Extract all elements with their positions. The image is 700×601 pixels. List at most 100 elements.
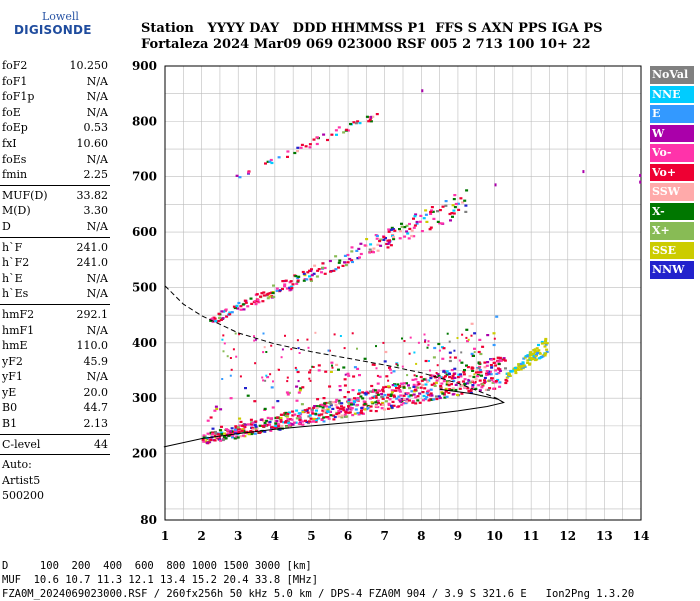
- echo-point: [228, 311, 232, 314]
- echo-point: [268, 292, 272, 295]
- echo-point: [362, 400, 366, 403]
- echo-point: [532, 354, 536, 357]
- echo-point: [290, 423, 294, 426]
- echo-point: [295, 282, 299, 285]
- echo-point: [229, 397, 233, 400]
- param-label: hmE: [2, 339, 28, 353]
- echo-point: [457, 373, 461, 376]
- param-row: hmF2 292.1: [0, 307, 110, 323]
- echo-point: [235, 435, 239, 438]
- echo-point: [435, 397, 439, 401]
- echo-point: [505, 376, 509, 379]
- echo-point: [261, 376, 264, 379]
- echo-point: [381, 390, 385, 393]
- echo-point: [463, 383, 467, 386]
- echo-point: [221, 438, 225, 442]
- echo-point: [335, 398, 339, 401]
- echo-point: [360, 412, 364, 415]
- echo-point: [236, 426, 240, 429]
- x-tick-label: 11: [523, 529, 540, 543]
- param-label: foF2: [2, 59, 28, 72]
- echo-point: [284, 411, 288, 415]
- echo-point: [434, 395, 438, 398]
- echo-point: [417, 341, 420, 344]
- echo-point: [308, 414, 312, 417]
- echo-point: [233, 437, 237, 440]
- echo-point: [315, 405, 319, 408]
- param-value: N/A: [86, 370, 108, 384]
- echo-point: [219, 439, 223, 442]
- echo-point: [300, 403, 304, 406]
- echo-point: [247, 171, 250, 174]
- param-label: h`E: [2, 271, 23, 285]
- echo-point: [468, 381, 472, 384]
- echo-point: [408, 387, 412, 390]
- y-tick-label: 700: [132, 170, 157, 184]
- echo-point: [520, 365, 524, 368]
- echo-point: [246, 305, 250, 308]
- echo-point: [276, 368, 279, 371]
- echo-point: [328, 349, 331, 352]
- echo-point: [317, 414, 321, 417]
- param-row: MUF(D) 33.82: [0, 188, 110, 204]
- echo-point: [413, 224, 417, 227]
- echo-point: [494, 381, 498, 384]
- echo-point: [419, 214, 423, 217]
- echo-point: [409, 394, 413, 397]
- y-tick-label: 800: [132, 114, 157, 128]
- echo-point: [460, 392, 464, 395]
- echo-point: [288, 286, 292, 289]
- echo-point: [389, 393, 393, 396]
- echo-point: [402, 386, 406, 389]
- echo-point: [301, 420, 305, 423]
- echo-point: [424, 383, 428, 386]
- echo-point: [317, 417, 321, 420]
- echo-point: [352, 375, 356, 378]
- echo-point: [332, 269, 336, 272]
- echo-point: [275, 287, 279, 290]
- echo-point: [334, 403, 338, 406]
- echo-point: [220, 431, 224, 434]
- echo-point: [285, 287, 289, 290]
- digisonde-logo: Lowell DIGISONDE: [4, 10, 91, 40]
- echo-point: [481, 383, 484, 386]
- echo-point: [378, 375, 382, 378]
- echo-point: [531, 358, 535, 361]
- echo-point: [251, 427, 254, 430]
- param-label: yF2: [2, 354, 23, 368]
- x-tick-label: 6: [344, 529, 352, 543]
- param-row: foEs N/A: [0, 152, 110, 168]
- echo-point: [356, 120, 360, 123]
- echo-point: [387, 379, 390, 382]
- echo-point: [418, 392, 422, 395]
- echo-point: [524, 355, 528, 358]
- echo-point: [386, 239, 390, 242]
- echo-point: [432, 398, 436, 401]
- echo-point: [544, 337, 548, 341]
- echo-point: [235, 174, 239, 177]
- echo-point: [317, 364, 321, 367]
- echo-point: [582, 170, 585, 174]
- echo-point: [277, 423, 281, 426]
- echo-point: [345, 408, 349, 411]
- echo-point: [331, 401, 335, 404]
- echo-point: [391, 228, 395, 231]
- echo-point: [475, 368, 478, 371]
- y-tick-label: 400: [132, 336, 157, 350]
- echo-point: [339, 410, 342, 413]
- echo-point: [502, 358, 506, 361]
- echo-point: [379, 238, 383, 241]
- echo-point: [224, 437, 228, 440]
- echo-point: [214, 405, 218, 408]
- echo-point: [244, 301, 248, 304]
- echo-point: [442, 393, 446, 396]
- echo-point: [402, 402, 406, 405]
- param-row: h`Es N/A: [0, 286, 110, 302]
- echo-point: [519, 362, 523, 365]
- echo-point: [268, 420, 272, 424]
- echo-point: [245, 430, 248, 433]
- echo-point: [343, 384, 347, 387]
- echo-point: [507, 374, 511, 377]
- echo-point: [483, 361, 487, 364]
- echo-point: [293, 413, 297, 416]
